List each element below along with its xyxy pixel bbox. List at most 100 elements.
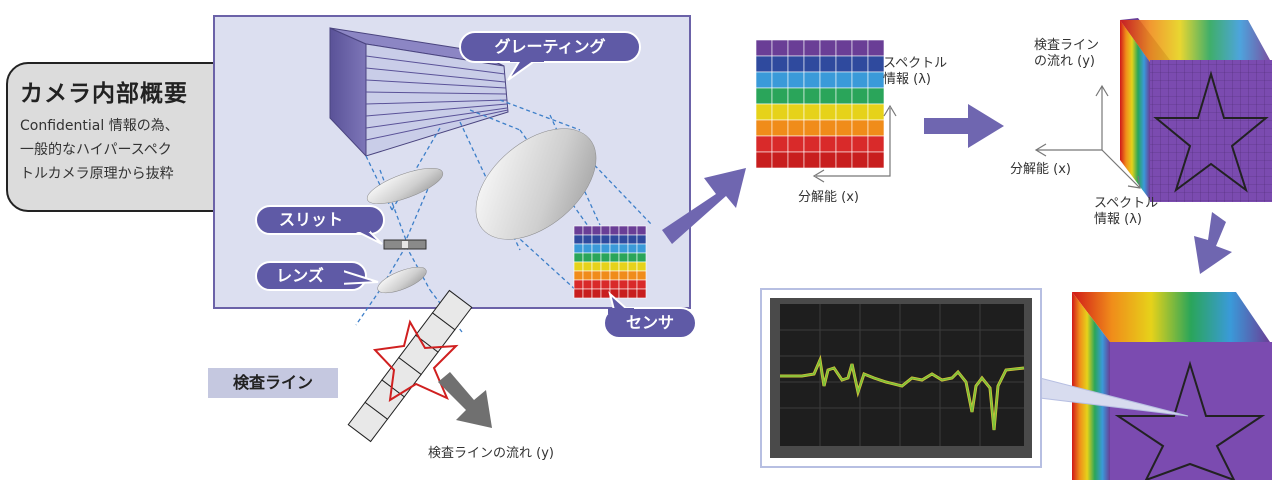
grating-prism (329, 27, 509, 158)
grid-cell (835, 71, 853, 89)
grid-cell (636, 252, 647, 263)
grid-cell (627, 234, 638, 245)
callout-sensor-label: センサ (625, 313, 674, 332)
cube-flow-label: 検査ライン の流れ (y) (1034, 38, 1100, 69)
inspection-strip (347, 289, 473, 443)
overview-line-1: Confidential 情報の為、 (20, 118, 179, 134)
grid-cell (787, 103, 805, 121)
grid-cell (573, 261, 584, 272)
grid-cell (803, 87, 821, 105)
grid-cell (618, 234, 629, 245)
grid-cell (573, 225, 584, 236)
grid-cell (771, 135, 789, 153)
grid-cell (835, 87, 853, 105)
grid-cell (835, 119, 853, 137)
grid-cell (803, 55, 821, 73)
result-cube (1072, 292, 1272, 480)
grid-cell (771, 55, 789, 73)
grid-cell (636, 234, 647, 245)
grid-cell (609, 270, 620, 281)
objective-lens (377, 266, 427, 294)
grid-cell (627, 270, 638, 281)
grid-cell (851, 71, 869, 89)
grid-cell (771, 151, 789, 169)
callout-grating (459, 31, 641, 81)
grid-cell (573, 243, 584, 254)
grid-cell (636, 225, 647, 236)
frame-spectral-label: スペクトル 情報 (λ) (883, 56, 948, 87)
grid-cell (591, 261, 602, 272)
inspection-flow-label: 検査ラインの流れ (y) (428, 446, 554, 461)
grid-cell (755, 119, 773, 137)
grid-cell (636, 288, 647, 299)
cube-axes (1034, 84, 1141, 189)
grid-cell (867, 103, 885, 121)
grid-cell (618, 279, 629, 290)
grid-cell (618, 261, 629, 272)
grid-cell (600, 243, 611, 254)
star-icon (1114, 360, 1266, 480)
grid-cell (851, 87, 869, 105)
grid-cell (867, 135, 885, 153)
grid-cell (591, 234, 602, 245)
grid-cell (819, 151, 837, 169)
grid-cell (636, 261, 647, 272)
grid-cell (835, 103, 853, 121)
grid-cell (600, 270, 611, 281)
grid-cell (618, 243, 629, 254)
grid-cell (787, 39, 805, 57)
grid-cell (591, 288, 602, 299)
grid-cell (867, 119, 885, 137)
grid-cell (582, 288, 593, 299)
callout-sensor (603, 291, 697, 339)
grid-cell (591, 243, 602, 254)
cube-spectral-label: スペクトル 情報 (λ) (1094, 196, 1159, 227)
grid-cell (771, 71, 789, 89)
grid-cell (600, 252, 611, 263)
grid-cell (627, 261, 638, 272)
grid-cell (771, 103, 789, 121)
grid-cell (600, 279, 611, 290)
collimator-lens (366, 168, 444, 204)
grid-cell (573, 252, 584, 263)
grid-cell (600, 225, 611, 236)
grid-cell (867, 87, 885, 105)
grid-cell (819, 71, 837, 89)
grid-cell (787, 87, 805, 105)
grid-cell (755, 135, 773, 153)
grid-cell (787, 71, 805, 89)
grid-cell (771, 87, 789, 105)
grid-cell (582, 234, 593, 245)
grid-cell (591, 252, 602, 263)
grid-cell (851, 103, 869, 121)
grid-cell (803, 39, 821, 57)
grid-cell (618, 288, 629, 299)
grid-cell (609, 279, 620, 290)
grid-cell (803, 135, 821, 153)
grid-cell (618, 225, 629, 236)
grid-cell (609, 234, 620, 245)
grid-cell (573, 270, 584, 281)
arrow-sensor-to-frame (662, 168, 746, 244)
grid-cell (819, 119, 837, 137)
sensor-grid (573, 225, 647, 299)
grid-cell (636, 270, 647, 281)
grid-cell (867, 151, 885, 169)
spectrum-inset (760, 288, 1042, 468)
arrow-frame-to-cube (924, 104, 1004, 148)
grid-cell (627, 225, 638, 236)
grid-cell (600, 288, 611, 299)
grid-cell (582, 279, 593, 290)
focus-lens (475, 128, 597, 240)
grid-cell (627, 288, 638, 299)
grid-cell (627, 279, 638, 290)
grid-cell (755, 55, 773, 73)
grid-cell (600, 234, 611, 245)
star-icon (1153, 70, 1269, 193)
grid-cell (609, 243, 620, 254)
grid-cell (582, 243, 593, 254)
grid-cell (819, 39, 837, 57)
grid-cell (582, 252, 593, 263)
grid-cell (803, 119, 821, 137)
